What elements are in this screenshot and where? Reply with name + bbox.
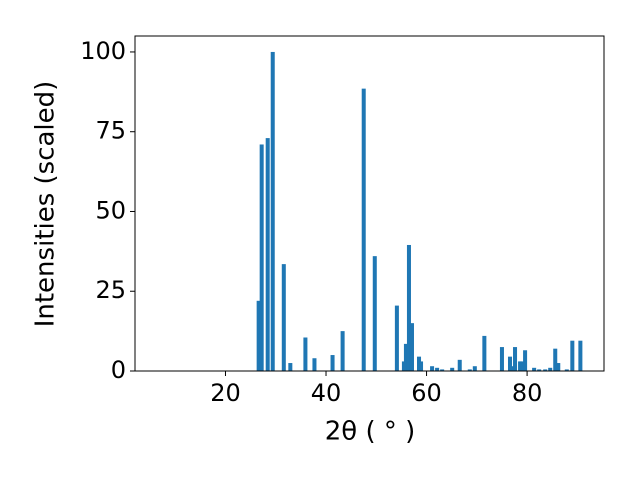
bar [519, 361, 524, 371]
bar [457, 359, 462, 371]
bar [406, 244, 411, 371]
plot-frame [134, 35, 605, 372]
x-tick-label: 80 [512, 379, 543, 407]
bar [419, 361, 424, 371]
bar [548, 367, 553, 371]
bar [556, 363, 561, 371]
bar [564, 369, 569, 371]
y-tick-label: 25 [95, 276, 126, 304]
bar [312, 358, 317, 371]
bar [507, 356, 513, 371]
bar [394, 305, 399, 371]
bar [570, 340, 575, 371]
bar [543, 369, 548, 371]
bar [523, 350, 528, 371]
bar [435, 367, 440, 371]
bar [440, 369, 445, 371]
bar [472, 366, 477, 371]
bar [361, 88, 366, 372]
bar [340, 331, 345, 371]
x-tick-label: 60 [411, 379, 442, 407]
bar [330, 355, 335, 371]
bar [513, 347, 518, 371]
bar [281, 264, 286, 371]
x-tick-label: 20 [210, 379, 241, 407]
y-tick-label: 75 [95, 117, 126, 145]
y-tick-label: 50 [95, 196, 126, 224]
bar [499, 347, 504, 371]
bar [450, 367, 455, 371]
bar [303, 337, 308, 371]
bar [270, 51, 275, 371]
bar [265, 138, 270, 371]
bar [403, 343, 408, 371]
bar [578, 340, 583, 371]
x-tick-label: 40 [311, 379, 342, 407]
x-axis-label: 2θ ( ° ) [325, 417, 416, 447]
bar [409, 323, 414, 371]
bar [467, 369, 472, 371]
bar [509, 366, 515, 371]
y-tick-label: 0 [111, 356, 126, 384]
bar [537, 369, 542, 371]
bar [430, 366, 435, 371]
bar [259, 144, 264, 371]
y-axis-label: Intensities (scaled) [31, 81, 61, 328]
bar [256, 300, 261, 371]
bar [288, 363, 293, 371]
bar [372, 256, 377, 371]
bar [553, 348, 558, 371]
y-tick-label: 100 [80, 37, 126, 65]
bar [532, 367, 537, 371]
bar [417, 356, 422, 371]
bar [482, 335, 487, 371]
